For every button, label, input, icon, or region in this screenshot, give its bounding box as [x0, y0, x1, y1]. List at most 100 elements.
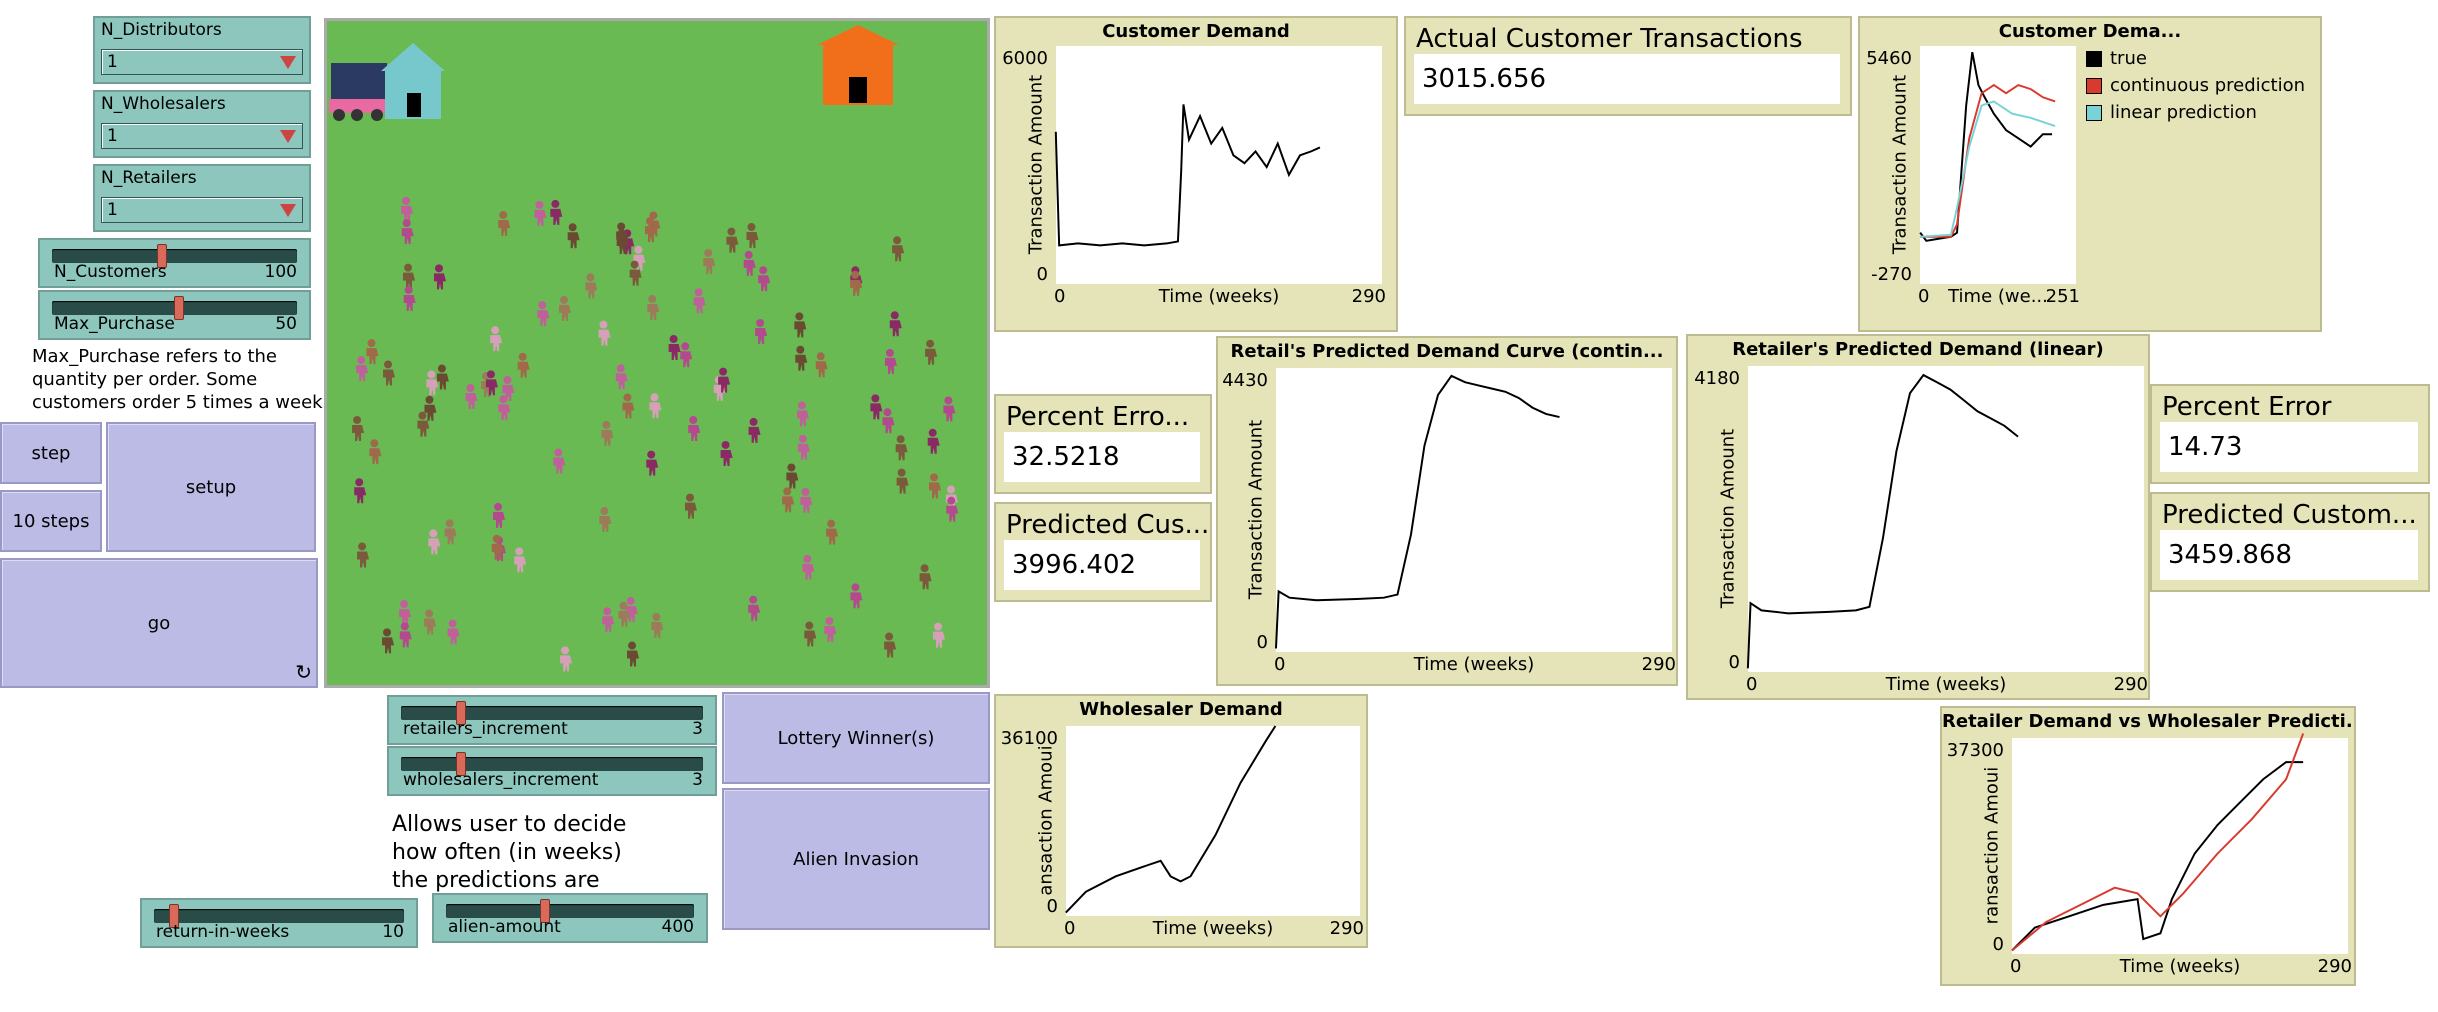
customer-person-icon [925, 339, 938, 365]
slider-track[interactable] [401, 757, 703, 771]
customer-person-icon [684, 493, 697, 519]
customer-person-icon [644, 217, 657, 243]
slider-return-in-weeks[interactable]: return-in-weeks 10 [140, 898, 418, 948]
step-button[interactable]: step [0, 422, 102, 484]
legend-item: linear prediction [2086, 102, 2305, 123]
y-min-tick: 0 [1036, 264, 1048, 285]
slider-wholesalers-increment[interactable]: wholesalers_increment 3 [387, 746, 717, 796]
go-button[interactable]: go ↻ [0, 558, 318, 688]
plot-area [1276, 368, 1672, 652]
button-label: step [31, 442, 71, 464]
legend-swatch [2086, 77, 2102, 94]
slider-track[interactable] [154, 909, 404, 923]
x-max-tick: 290 [2113, 674, 2148, 695]
monitor-label: Predicted Cus... [1006, 510, 1210, 540]
monitor-value: 14.73 [2160, 422, 2418, 472]
customer-person-icon [598, 320, 611, 346]
customer-person-icon [444, 519, 457, 545]
alien-invasion-button[interactable]: Alien Invasion [722, 788, 990, 930]
chooser-value: 1 [107, 200, 118, 220]
plot-lines [1746, 373, 2019, 669]
slider-value: 50 [275, 314, 297, 334]
world-view[interactable] [324, 18, 990, 688]
slider-track[interactable] [446, 904, 694, 918]
x-axis-label: Time (weeks) [2119, 956, 2241, 977]
plot-title: Customer Demand [1102, 21, 1290, 42]
customer-person-icon [426, 370, 439, 396]
customer-person-icon [502, 375, 515, 401]
customer-person-icon [688, 416, 701, 442]
slider-value: 100 [264, 262, 297, 282]
customer-person-icon [884, 632, 897, 658]
chooser-select[interactable]: 1 [101, 49, 303, 75]
monitor-value: 3996.402 [1004, 540, 1200, 590]
slider-n-customers[interactable]: N_Customers 100 [38, 238, 311, 288]
predictions-note: Allows user to decide how often (in week… [392, 811, 672, 895]
x-min-tick: 0 [1746, 674, 1758, 695]
monitor-value: 32.5218 [1004, 432, 1200, 482]
customer-person-icon [928, 473, 941, 499]
slider-thumb[interactable] [540, 899, 551, 923]
plot-lines [1065, 725, 1277, 914]
customer-person-icon [795, 345, 808, 371]
slider-track[interactable] [52, 249, 297, 263]
series-line-0 [1919, 51, 2053, 242]
note-line: the predictions are [392, 868, 600, 893]
series-line-0 [1274, 374, 1560, 649]
x-min-tick: 0 [1274, 654, 1286, 675]
slider-thumb[interactable] [169, 904, 179, 928]
slider-value: 400 [661, 917, 694, 937]
slider-thumb[interactable] [157, 244, 168, 268]
ten-steps-button[interactable]: 10 steps [0, 490, 102, 552]
button-label: go [147, 612, 171, 634]
plot-retail-linear: Retailer's Predicted Demand (linear) 4180… [1686, 334, 2150, 700]
x-max-tick: 290 [2317, 956, 2352, 977]
legend-swatch [2086, 104, 2102, 121]
plot-legend: true continuous prediction linear predicti… [2086, 48, 2305, 129]
plot-lines [1274, 374, 1560, 649]
monitor-value: 3015.656 [1414, 54, 1840, 104]
chooser-select[interactable]: 1 [101, 123, 303, 149]
slider-retailers-increment[interactable]: retailers_increment 3 [387, 695, 717, 745]
forever-loop-icon: ↻ [295, 660, 312, 684]
slider-alien-amount[interactable]: alien-amount 400 [432, 893, 708, 943]
slider-thumb[interactable] [456, 752, 467, 776]
customer-person-icon [943, 396, 956, 422]
slider-track[interactable] [401, 706, 703, 720]
customer-person-icon [401, 219, 414, 245]
customer-person-icon [436, 364, 449, 390]
note-line: Max_Purchase refers to the [32, 346, 277, 367]
customer-person-icon [625, 596, 638, 622]
y-max-tick: 37300 [1946, 740, 2004, 761]
chooser-select[interactable]: 1 [101, 197, 303, 223]
legend-swatch [2086, 50, 2102, 67]
chooser-n-wholesalers[interactable]: N_Wholesalers 1 [93, 90, 311, 158]
x-min-tick: 0 [1054, 286, 1066, 307]
slider-max-purchase[interactable]: Max_Purchase 50 [38, 290, 311, 340]
customer-person-icon [786, 463, 799, 489]
customer-person-icon [585, 273, 598, 299]
monitor-value: 3459.868 [2160, 530, 2418, 580]
plot-retailer-vs-wholesaler: Retailer Demand vs Wholesaler Predicti..… [1940, 706, 2356, 986]
plot-area [2012, 738, 2348, 954]
customer-person-icon [399, 622, 412, 648]
x-min-tick: 0 [1064, 918, 1076, 939]
customer-person-icon [447, 619, 460, 645]
customer-person-icon [896, 468, 909, 494]
customer-person-icon [622, 393, 635, 419]
monitor-actual-transactions: Actual Customer Transactions 3015.656 [1404, 16, 1852, 116]
customer-person-icon [755, 318, 768, 344]
slider-thumb[interactable] [174, 296, 185, 320]
button-label: setup [185, 476, 237, 498]
setup-button[interactable]: setup [106, 422, 316, 552]
chooser-n-retailers[interactable]: N_Retailers 1 [93, 164, 311, 232]
y-min-tick: 0 [1728, 652, 1740, 673]
chooser-n-distributors[interactable]: N_Distributors 1 [93, 16, 311, 84]
customer-person-icon [720, 440, 733, 466]
customer-person-icon [560, 646, 573, 672]
customer-person-icon [403, 263, 416, 289]
customer-person-icon [933, 622, 946, 648]
lottery-winner-button[interactable]: Lottery Winner(s) [722, 692, 990, 784]
series-line-0 [2011, 761, 2304, 952]
slider-thumb[interactable] [456, 701, 467, 725]
